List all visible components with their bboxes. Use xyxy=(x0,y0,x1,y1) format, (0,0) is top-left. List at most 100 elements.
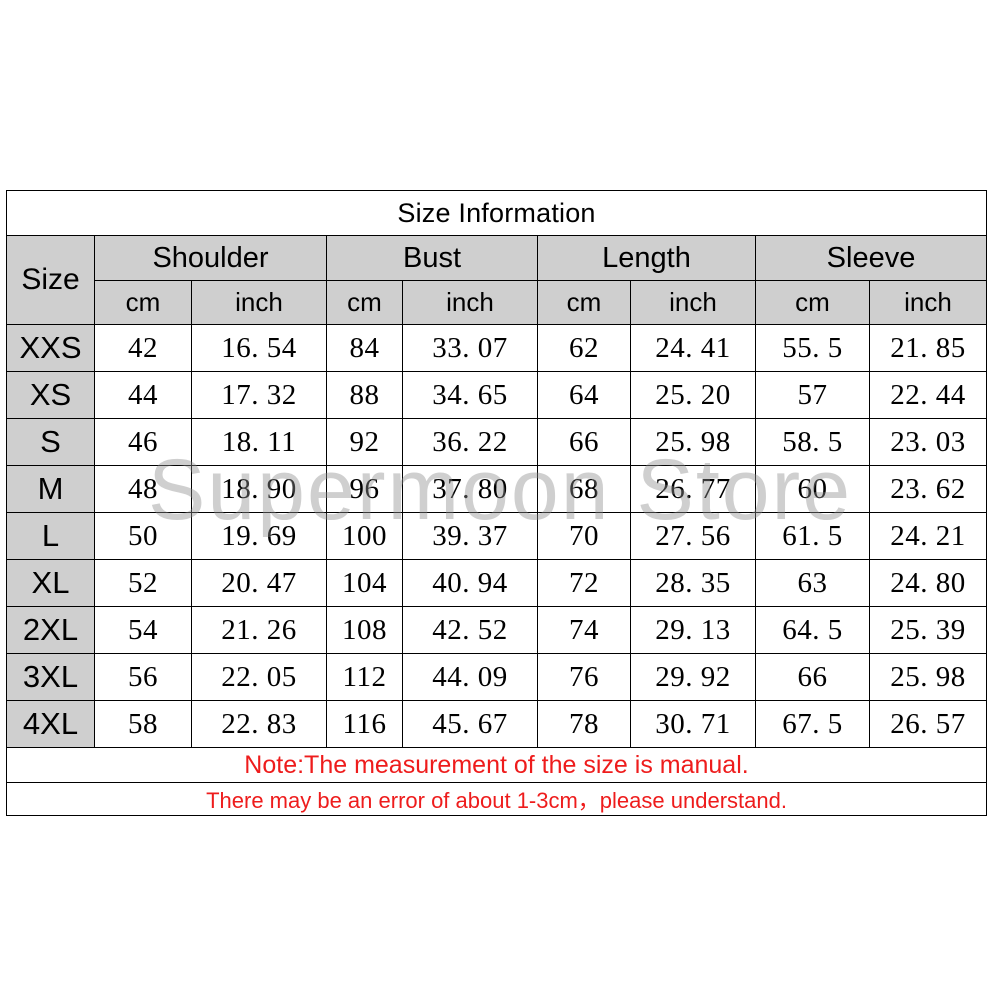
measurement-value: 44 xyxy=(94,371,192,419)
measurement-value: 66 xyxy=(537,418,631,466)
measurement-value: 62 xyxy=(537,324,631,372)
measurement-value: 48 xyxy=(94,465,192,513)
note-row-2: There may be an error of about 1-3cm，ple… xyxy=(5,782,988,816)
header-measurement-sleeve: Sleeve xyxy=(754,235,988,281)
measurement-value: 33. 07 xyxy=(402,324,538,372)
measurement-value: 19. 69 xyxy=(191,512,327,560)
table-row: 3XL 56 22. 05 112 44. 09 76 29. 92 66 25. 98 xyxy=(6,653,988,701)
measurement-value: 78 xyxy=(537,700,631,748)
measurement-value: 22. 44 xyxy=(868,371,988,419)
measurement-value: 40. 94 xyxy=(402,559,538,607)
measurement-value: 30. 71 xyxy=(630,700,756,748)
table-row: M 48 18. 90 96 37. 80 68 26. 77 60 23. 62 xyxy=(6,465,988,513)
table-row: XS 44 17. 32 88 34. 65 64 25. 20 57 22. 44 xyxy=(6,371,988,419)
measurement-value: 17. 32 xyxy=(191,371,327,419)
measurement-value: 24. 21 xyxy=(868,512,988,560)
measurement-value: 22. 05 xyxy=(191,653,327,701)
measurement-value: 57 xyxy=(755,371,870,419)
measurement-value: 58. 5 xyxy=(755,418,870,466)
measurement-value: 64. 5 xyxy=(755,606,870,654)
size-label: M xyxy=(6,465,95,513)
measurement-value: 20. 47 xyxy=(191,559,327,607)
size-chart-container: Size Information Size Shoulder Bust Length Sl… xyxy=(5,190,988,816)
measurement-value: 46 xyxy=(94,418,192,466)
measurement-value: 67. 5 xyxy=(755,700,870,748)
measurement-value: 64 xyxy=(537,371,631,419)
measurement-value: 25. 98 xyxy=(630,418,756,466)
measurement-value: 68 xyxy=(537,465,631,513)
header-unit-1: inch xyxy=(191,280,327,325)
measurement-value: 70 xyxy=(537,512,631,560)
measurement-value: 25. 39 xyxy=(868,606,988,654)
measurement-value: 27. 56 xyxy=(630,512,756,560)
table-row: L 50 19. 69 100 39. 37 70 27. 56 61. 5 24. 21 xyxy=(6,512,988,560)
measurement-value: 21. 85 xyxy=(868,324,988,372)
header-unit-2: cm xyxy=(326,280,403,325)
note-manual-measurement: Note:The measurement of the size is manu… xyxy=(5,747,988,783)
header-measurement-shoulder: Shoulder xyxy=(94,235,327,281)
measurement-value: 16. 54 xyxy=(191,324,327,372)
header-unit-0: cm xyxy=(94,280,192,325)
measurement-value: 18. 11 xyxy=(191,418,327,466)
measurement-value: 58 xyxy=(94,700,192,748)
size-label: 2XL xyxy=(6,606,95,654)
measurement-value: 21. 26 xyxy=(191,606,327,654)
note-row-1: Note:The measurement of the size is manu… xyxy=(5,747,988,783)
measurement-value: 42 xyxy=(94,324,192,372)
measurement-value: 66 xyxy=(755,653,870,701)
measurement-value: 24. 41 xyxy=(630,324,756,372)
header-unit-3: inch xyxy=(402,280,538,325)
page-title: Size Information xyxy=(5,190,988,236)
table-row: XL 52 20. 47 104 40. 94 72 28. 35 63 24. 80 xyxy=(6,559,988,607)
measurement-value: 29. 13 xyxy=(630,606,756,654)
measurement-value: 56 xyxy=(94,653,192,701)
size-label: XXS xyxy=(6,324,95,372)
measurement-value: 96 xyxy=(326,465,403,513)
measurement-value: 63 xyxy=(755,559,870,607)
header-unit-6: cm xyxy=(755,280,870,325)
measurement-value: 42. 52 xyxy=(402,606,538,654)
size-label: XL xyxy=(6,559,95,607)
measurement-value: 112 xyxy=(326,653,403,701)
measurement-value: 37. 80 xyxy=(402,465,538,513)
measurement-value: 44. 09 xyxy=(402,653,538,701)
measurement-value: 88 xyxy=(326,371,403,419)
measurement-value: 84 xyxy=(326,324,403,372)
measurement-value: 25. 20 xyxy=(630,371,756,419)
table-row: 4XL 58 22. 83 116 45. 67 78 30. 71 67. 5 26. 57 xyxy=(6,700,988,748)
measurement-value: 52 xyxy=(94,559,192,607)
header-measurement-bust: Bust xyxy=(326,235,538,281)
measurement-value: 61. 5 xyxy=(755,512,870,560)
measurement-value: 55. 5 xyxy=(755,324,870,372)
measurement-value: 29. 92 xyxy=(630,653,756,701)
measurement-value: 50 xyxy=(94,512,192,560)
measurement-value: 76 xyxy=(537,653,631,701)
measurement-value: 60 xyxy=(755,465,870,513)
header-unit-7: inch xyxy=(868,280,988,325)
measurement-value: 23. 03 xyxy=(868,418,988,466)
measurement-value: 25. 98 xyxy=(868,653,988,701)
measurement-value: 18. 90 xyxy=(191,465,327,513)
measurement-value: 36. 22 xyxy=(402,418,538,466)
table-row: S 46 18. 11 92 36. 22 66 25. 98 58. 5 23. 03 xyxy=(6,418,988,466)
note-error-tolerance: There may be an error of about 1-3cm，ple… xyxy=(5,782,988,816)
measurement-value: 92 xyxy=(326,418,403,466)
measurement-value: 34. 65 xyxy=(402,371,538,419)
header-measurement-length: Length xyxy=(537,235,756,281)
measurement-value: 116 xyxy=(326,700,403,748)
table-row: 2XL 54 21. 26 108 42. 52 74 29. 13 64. 5 25. 39 xyxy=(6,606,988,654)
measurement-value: 45. 67 xyxy=(402,700,538,748)
measurement-value: 26. 57 xyxy=(868,700,988,748)
title-row: Size Information xyxy=(5,190,988,236)
size-information-table: Size Information Size Shoulder Bust Length Sl… xyxy=(5,190,988,816)
measurement-value: 74 xyxy=(537,606,631,654)
measurement-value: 24. 80 xyxy=(868,559,988,607)
size-label: XS xyxy=(6,371,95,419)
measurement-value: 22. 83 xyxy=(191,700,327,748)
measurement-value: 108 xyxy=(326,606,403,654)
measurement-value: 54 xyxy=(94,606,192,654)
header-unit-row: cm inch cm inch cm inch cm inch xyxy=(7,280,988,325)
size-label: 3XL xyxy=(6,653,95,701)
measurement-value: 28. 35 xyxy=(630,559,756,607)
measurement-value: 26. 77 xyxy=(630,465,756,513)
